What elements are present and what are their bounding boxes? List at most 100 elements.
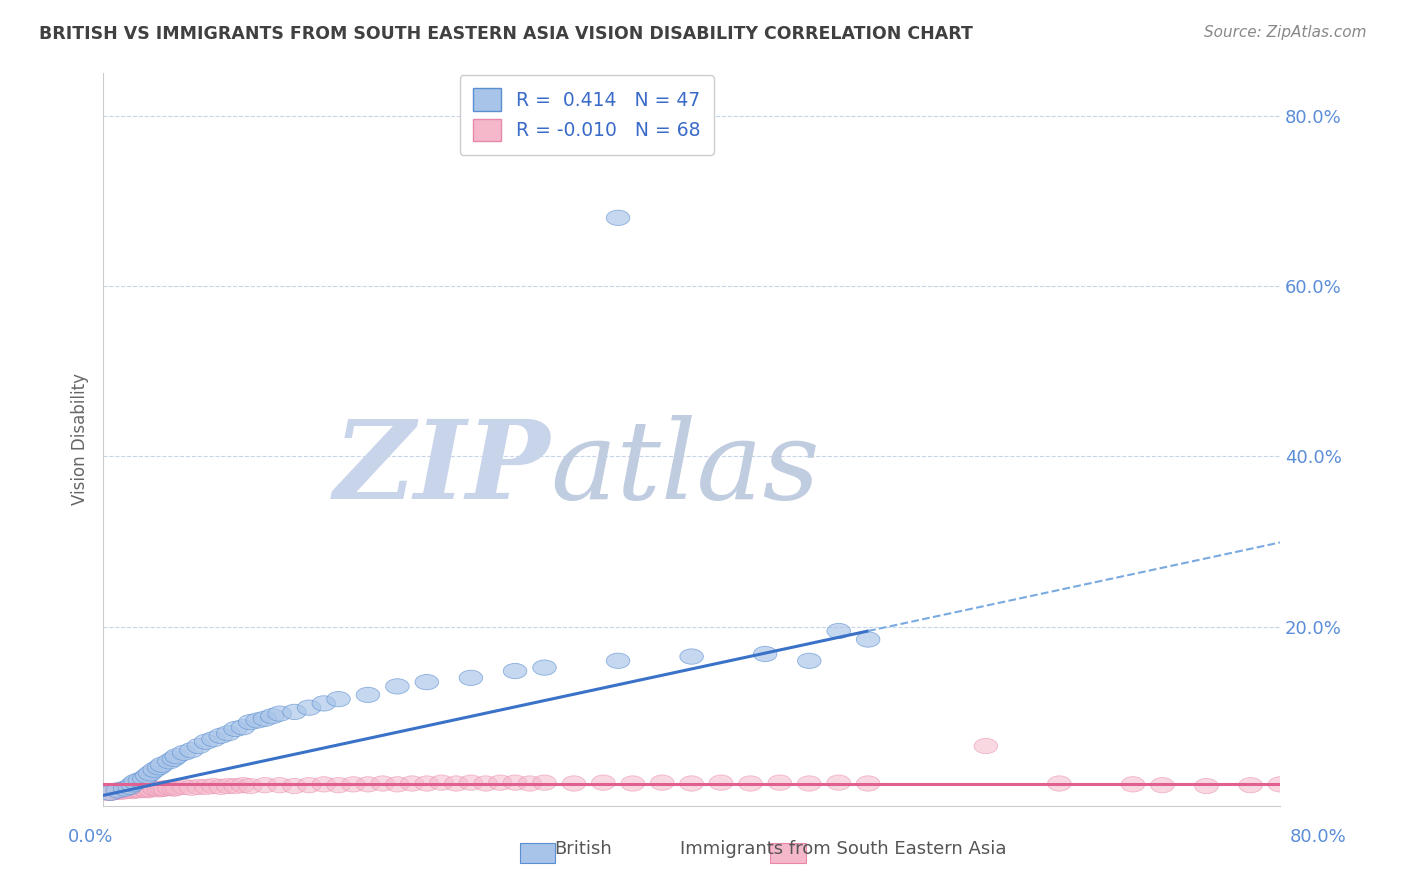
Ellipse shape	[827, 775, 851, 790]
Ellipse shape	[224, 722, 247, 737]
Ellipse shape	[201, 779, 225, 794]
Ellipse shape	[385, 679, 409, 694]
Ellipse shape	[165, 748, 188, 764]
Ellipse shape	[157, 754, 181, 769]
Ellipse shape	[253, 778, 277, 793]
Ellipse shape	[209, 728, 232, 743]
Ellipse shape	[157, 780, 181, 796]
Ellipse shape	[1150, 778, 1174, 793]
Ellipse shape	[1268, 777, 1292, 792]
Ellipse shape	[312, 696, 336, 711]
Ellipse shape	[503, 775, 527, 790]
Text: 80.0%: 80.0%	[1291, 828, 1347, 846]
Ellipse shape	[738, 776, 762, 791]
Ellipse shape	[180, 780, 204, 796]
Ellipse shape	[148, 760, 170, 775]
Ellipse shape	[651, 775, 673, 790]
Ellipse shape	[209, 780, 232, 795]
Ellipse shape	[124, 774, 148, 789]
Ellipse shape	[856, 632, 880, 648]
Ellipse shape	[124, 782, 148, 798]
Ellipse shape	[162, 780, 186, 797]
Ellipse shape	[138, 781, 162, 797]
Ellipse shape	[246, 713, 270, 728]
Ellipse shape	[269, 778, 291, 793]
Ellipse shape	[132, 771, 156, 786]
Ellipse shape	[517, 776, 541, 791]
Ellipse shape	[562, 776, 586, 791]
Ellipse shape	[217, 725, 240, 741]
Ellipse shape	[592, 775, 614, 790]
Text: BRITISH VS IMMIGRANTS FROM SOUTH EASTERN ASIA VISION DISABILITY CORRELATION CHAR: BRITISH VS IMMIGRANTS FROM SOUTH EASTERN…	[39, 25, 973, 43]
Ellipse shape	[118, 782, 142, 798]
Ellipse shape	[224, 779, 247, 794]
Y-axis label: Vision Disability: Vision Disability	[72, 374, 89, 505]
Ellipse shape	[356, 777, 380, 792]
Ellipse shape	[681, 776, 703, 791]
Ellipse shape	[415, 776, 439, 791]
Ellipse shape	[150, 757, 174, 772]
Ellipse shape	[253, 711, 277, 726]
Ellipse shape	[103, 784, 127, 799]
Ellipse shape	[401, 776, 423, 791]
Ellipse shape	[856, 776, 880, 791]
Ellipse shape	[260, 708, 284, 723]
Ellipse shape	[135, 782, 159, 798]
Ellipse shape	[533, 775, 557, 790]
Ellipse shape	[797, 653, 821, 668]
Ellipse shape	[974, 739, 998, 754]
Ellipse shape	[114, 783, 136, 799]
Ellipse shape	[681, 648, 703, 665]
Ellipse shape	[148, 781, 170, 797]
Ellipse shape	[709, 775, 733, 790]
Ellipse shape	[114, 780, 136, 797]
Ellipse shape	[312, 777, 336, 792]
Ellipse shape	[283, 705, 307, 720]
Ellipse shape	[297, 700, 321, 715]
Ellipse shape	[430, 775, 453, 790]
Text: atlas: atlas	[550, 415, 820, 523]
Ellipse shape	[162, 751, 186, 766]
Ellipse shape	[165, 780, 188, 796]
Ellipse shape	[150, 780, 174, 797]
Ellipse shape	[474, 776, 498, 791]
Ellipse shape	[326, 691, 350, 706]
Ellipse shape	[488, 775, 512, 790]
Ellipse shape	[143, 780, 166, 797]
Text: British: British	[554, 840, 613, 858]
Ellipse shape	[415, 674, 439, 690]
Ellipse shape	[297, 778, 321, 793]
Text: Immigrants from South Eastern Asia: Immigrants from South Eastern Asia	[681, 840, 1007, 858]
Ellipse shape	[326, 778, 350, 793]
Ellipse shape	[1195, 779, 1218, 794]
Text: ZIP: ZIP	[333, 415, 550, 523]
Ellipse shape	[385, 777, 409, 792]
Ellipse shape	[173, 745, 195, 761]
Ellipse shape	[754, 647, 778, 662]
Ellipse shape	[768, 775, 792, 790]
Ellipse shape	[110, 784, 132, 799]
Ellipse shape	[533, 660, 557, 675]
Ellipse shape	[460, 670, 482, 686]
Ellipse shape	[239, 779, 262, 794]
Ellipse shape	[135, 768, 159, 783]
Ellipse shape	[98, 785, 122, 800]
Ellipse shape	[356, 687, 380, 703]
Ellipse shape	[121, 783, 145, 799]
Ellipse shape	[132, 781, 156, 797]
Ellipse shape	[105, 782, 129, 798]
Ellipse shape	[143, 762, 166, 778]
Ellipse shape	[827, 624, 851, 639]
Ellipse shape	[180, 743, 204, 758]
Ellipse shape	[503, 664, 527, 679]
Ellipse shape	[460, 775, 482, 790]
Ellipse shape	[98, 785, 122, 800]
Ellipse shape	[121, 777, 145, 792]
Ellipse shape	[606, 211, 630, 226]
Ellipse shape	[1239, 778, 1263, 793]
Ellipse shape	[217, 779, 240, 794]
Ellipse shape	[94, 785, 118, 800]
Ellipse shape	[269, 706, 291, 722]
Ellipse shape	[153, 780, 177, 797]
Ellipse shape	[194, 734, 218, 749]
